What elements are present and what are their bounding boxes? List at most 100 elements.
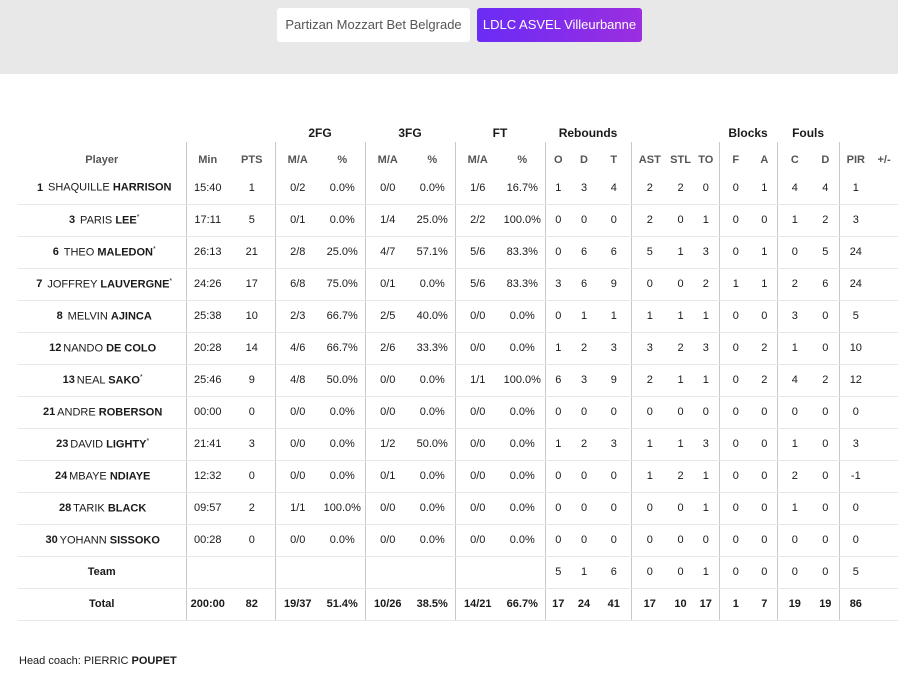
player-number: 13 xyxy=(62,374,75,387)
player-name[interactable]: 6 THEO MALEDON* xyxy=(18,236,186,269)
cell-fg3p: 57.1% xyxy=(410,236,455,269)
player-name[interactable]: 23 DAVID LIGHTY* xyxy=(18,428,186,461)
player-row[interactable]: 30 YOHANN SISSOKO 00:28 0 0/0 0.0% 0/0 0.0% 0/0 0… xyxy=(18,524,898,557)
player-name[interactable]: 7 JOFFREY LAUVERGNE* xyxy=(18,268,186,301)
player-number: 3 xyxy=(68,214,76,227)
cell-fg2p: 0.0% xyxy=(320,396,365,429)
cell-fc: 0 xyxy=(776,236,813,269)
player-row[interactable]: 12 NANDO DE COLO 20:28 14 4/6 66.7% 2/6 33.3% 0/… xyxy=(18,332,898,365)
cell-ftp xyxy=(500,556,546,589)
cell-fg2p: 0.0% xyxy=(320,524,365,557)
col-blk-f: F xyxy=(718,142,753,172)
player-row[interactable]: 3 PARIS LEE* 17:11 5 0/1 0.0% 1/4 25.0% 2/2 100.0… xyxy=(18,204,898,237)
player-row[interactable]: 7 JOFFREY LAUVERGNE* 24:26 17 6/8 75.0% 0/1 0.0… xyxy=(18,268,898,301)
cell-pts: 10 xyxy=(229,300,275,333)
tab-asvel[interactable]: LDLC ASVEL Villeurbanne xyxy=(477,8,642,42)
player-number: 23 xyxy=(56,438,69,451)
team-selector-bar: Partizan Mozzart Bet Belgrade LDLC ASVEL… xyxy=(0,0,898,74)
tab-partizan[interactable]: Partizan Mozzart Bet Belgrade xyxy=(277,8,470,42)
cell-fg2p xyxy=(320,556,365,589)
cell-ast: 2 xyxy=(630,204,669,237)
cell-o: 0 xyxy=(544,460,572,493)
cell-fg3p: 50.0% xyxy=(410,428,455,461)
player-row[interactable]: 23 DAVID LIGHTY* 21:41 3 0/0 0.0% 1/2 50.0% 0/0 0… xyxy=(18,428,898,461)
player-name[interactable]: 8 MELVIN AJINCA xyxy=(18,300,186,333)
col-min: Min xyxy=(185,142,229,172)
cell-ftp: 0.0% xyxy=(500,460,546,493)
group-3fg: 3FG xyxy=(398,126,422,140)
player-last-name: HARRISON xyxy=(112,182,172,195)
cell-min: 20:28 xyxy=(185,332,229,365)
cell-ast: 0 xyxy=(630,524,669,557)
cell-pts: 9 xyxy=(229,364,275,397)
cell-stl: 2 xyxy=(668,172,694,205)
cell-ba: 0 xyxy=(752,524,778,557)
player-name[interactable]: 21 ANDRE ROBERSON xyxy=(18,396,186,429)
player-row[interactable]: 28 TARIK BLACK 09:57 2 1/1 100.0% 0/0 0.0% 0/0 0.… xyxy=(18,492,898,525)
cell-ftp: 100.0% xyxy=(500,204,546,237)
player-row[interactable]: 21 ANDRE ROBERSON 00:00 0 0/0 0.0% 0/0 0.0% 0/0 0… xyxy=(18,396,898,429)
cell-fg3p: 0.0% xyxy=(410,268,455,301)
cell-pts: 17 xyxy=(229,268,275,301)
cell-ast: 0 xyxy=(630,396,669,429)
col-ft-pct: % xyxy=(517,154,528,166)
player-name[interactable]: 30 YOHANN SISSOKO xyxy=(18,524,186,557)
cell-ast: 17 xyxy=(630,588,669,621)
cell-ast: 1 xyxy=(630,428,669,461)
cell-ft: 0/0 xyxy=(454,332,500,365)
cell-min: 12:32 xyxy=(185,460,229,493)
cell-ftp: 100.0% xyxy=(500,364,546,397)
cell-d: 2 xyxy=(571,332,598,365)
cell-pm xyxy=(872,364,897,397)
cell-ba: 2 xyxy=(752,332,778,365)
player-name[interactable]: 3 PARIS LEE* xyxy=(18,204,186,237)
cell-pts: 2 xyxy=(229,492,275,525)
player-row[interactable]: 13 NEAL SAKO* 25:46 9 4/8 50.0% 0/0 0.0% 1/1 100.… xyxy=(18,364,898,397)
cell-bf: 1 xyxy=(718,268,753,301)
player-last-name: LEE xyxy=(115,214,137,227)
cell-ba: 2 xyxy=(752,364,778,397)
cell-ft: 0/0 xyxy=(454,492,500,525)
cell-ft: 0/0 xyxy=(454,428,500,461)
cell-pm xyxy=(872,588,897,621)
cell-ast: 5 xyxy=(630,236,669,269)
cell-min: 17:11 xyxy=(185,204,229,237)
player-last-name: SISSOKO xyxy=(109,534,160,547)
player-row[interactable]: 8 MELVIN AJINCA 25:38 10 2/3 66.7% 2/5 40.0% 0/0… xyxy=(18,300,898,333)
cell-pts xyxy=(229,556,275,589)
cell-fc: 0 xyxy=(776,556,813,589)
cell-ba: 0 xyxy=(752,300,778,333)
player-row[interactable]: 1 SHAQUILLE HARRISON 15:40 1 0/2 0.0% 0/0 0.0% 1… xyxy=(18,172,898,205)
cell-bf: 1 xyxy=(718,588,753,621)
cell-fc: 4 xyxy=(776,364,813,397)
player-first-name: TARIK xyxy=(73,502,105,515)
cell-t: 3 xyxy=(597,428,632,461)
player-last-name: AJINCA xyxy=(110,310,152,323)
cell-fg3 xyxy=(364,556,410,589)
cell-ft: 14/21 xyxy=(454,588,500,621)
total-row: Total 200:00 82 19/37 51.4% 10/26 38.5% 14/21 66… xyxy=(18,588,898,621)
player-first-name: DAVID xyxy=(70,438,104,451)
cell-stl: 0 xyxy=(668,204,694,237)
player-row[interactable]: 24 MBAYE NDIAYE 12:32 0 0/0 0.0% 0/1 0.0% 0/0 0.0… xyxy=(18,460,898,493)
cell-t: 9 xyxy=(597,364,632,397)
cell-ftp: 0.0% xyxy=(500,524,546,557)
player-name[interactable]: 28 TARIK BLACK xyxy=(18,492,186,525)
player-name[interactable]: 24 MBAYE NDIAYE xyxy=(18,460,186,493)
player-last-name: ROBERSON xyxy=(98,406,163,419)
player-name[interactable]: 13 NEAL SAKO* xyxy=(18,364,186,397)
cell-t: 6 xyxy=(597,556,632,589)
cell-bf: 0 xyxy=(718,236,753,269)
cell-stl: 2 xyxy=(668,460,694,493)
player-first-name: MELVIN xyxy=(67,310,108,323)
cell-o: 1 xyxy=(544,172,572,205)
player-row[interactable]: 6 THEO MALEDON* 26:13 21 2/8 25.0% 4/7 57.1% 5/6… xyxy=(18,236,898,269)
cell-pir: 10 xyxy=(838,332,873,365)
cell-ft: 5/6 xyxy=(454,268,500,301)
player-name[interactable]: 1 SHAQUILLE HARRISON xyxy=(18,172,186,205)
cell-fg2p: 66.7% xyxy=(320,332,365,365)
cell-fd: 19 xyxy=(812,588,840,621)
player-name[interactable]: 12 NANDO DE COLO xyxy=(18,332,186,365)
cell-ast: 2 xyxy=(630,172,669,205)
cell-t: 3 xyxy=(597,332,632,365)
